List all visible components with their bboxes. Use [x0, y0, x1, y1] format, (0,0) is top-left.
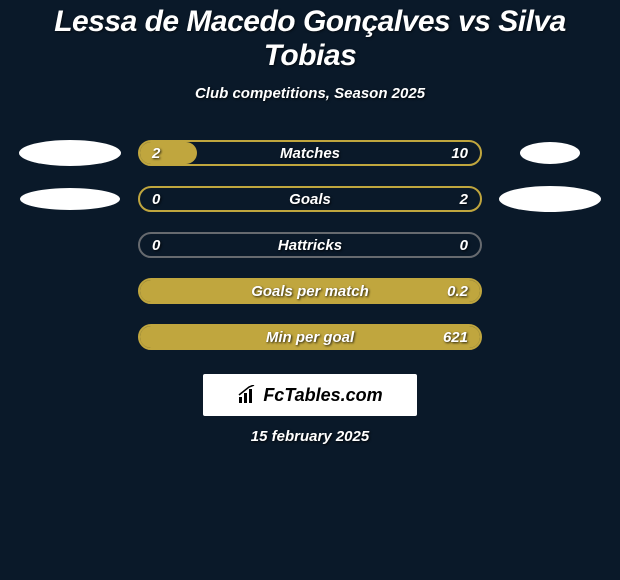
stat-right-value: 0	[460, 237, 468, 254]
stat-label: Min per goal	[140, 329, 480, 346]
stat-right-value: 10	[451, 145, 468, 162]
stat-label: Goals per match	[140, 283, 480, 300]
stat-right-value: 0.2	[447, 283, 468, 300]
stat-row: 0Hattricks0	[10, 222, 610, 268]
chart-icon	[237, 385, 257, 405]
stat-label: Hattricks	[140, 237, 480, 254]
stat-bar: Goals per match0.2	[138, 278, 482, 304]
stat-bar-wrap: 0Goals2	[138, 186, 482, 212]
page-title: Lessa de Macedo Gonçalves vs Silva Tobia…	[10, 5, 610, 73]
subtitle: Club competitions, Season 2025	[10, 85, 610, 102]
oval-icon	[20, 188, 120, 210]
oval-icon	[520, 142, 580, 164]
stat-bar: 2Matches10	[138, 140, 482, 166]
player1-indicator	[10, 188, 130, 210]
stat-row: Min per goal621	[10, 314, 610, 360]
stat-label: Goals	[140, 191, 480, 208]
player2-indicator	[490, 142, 610, 164]
oval-icon	[19, 140, 121, 166]
stat-bar-wrap: 0Hattricks0	[138, 232, 482, 258]
comparison-card: Lessa de Macedo Gonçalves vs Silva Tobia…	[0, 0, 620, 450]
stat-row: 2Matches10	[10, 130, 610, 176]
date-label: 15 february 2025	[10, 428, 610, 445]
stat-bar: Min per goal621	[138, 324, 482, 350]
player1-indicator	[10, 140, 130, 166]
stat-bar: 0Hattricks0	[138, 232, 482, 258]
stat-right-value: 2	[460, 191, 468, 208]
stat-label: Matches	[140, 145, 480, 162]
stat-right-value: 621	[443, 329, 468, 346]
stat-bar-wrap: Min per goal621	[138, 324, 482, 350]
player2-indicator	[490, 186, 610, 212]
stat-bar-wrap: Goals per match0.2	[138, 278, 482, 304]
stat-row: Goals per match0.2	[10, 268, 610, 314]
oval-icon	[499, 186, 601, 212]
stat-bar-wrap: 2Matches10	[138, 140, 482, 166]
brand-label: FcTables.com	[263, 385, 382, 406]
stat-bar: 0Goals2	[138, 186, 482, 212]
stat-row: 0Goals2	[10, 176, 610, 222]
brand-box[interactable]: FcTables.com	[203, 374, 417, 416]
stat-rows: 2Matches100Goals20Hattricks0Goals per ma…	[10, 130, 610, 360]
